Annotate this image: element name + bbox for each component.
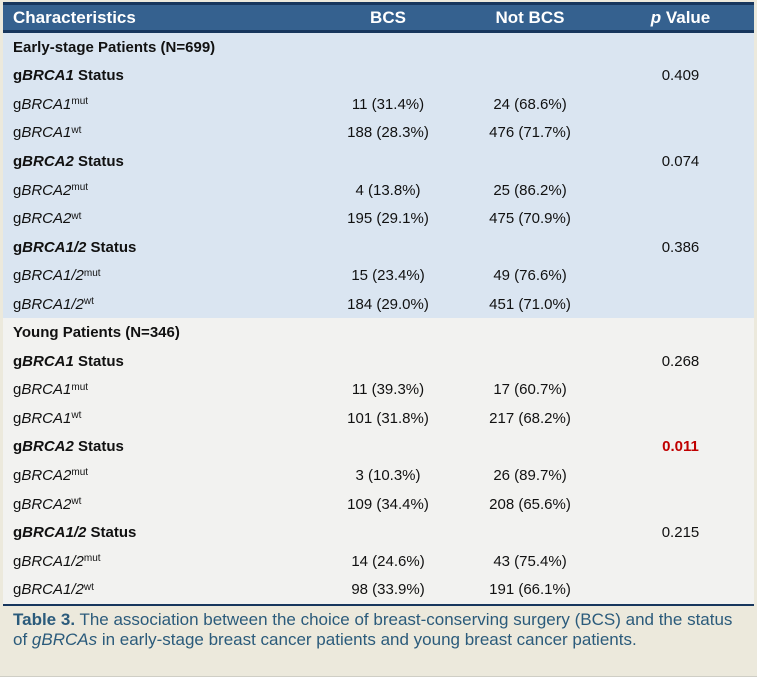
- top-rule: Characteristics BCS Not BCS p Value Earl…: [3, 2, 754, 604]
- section-row: Early-stage Patients (N=699): [3, 33, 754, 62]
- bcs-value: 195 (29.1%): [347, 210, 429, 228]
- status-row: gBRCA1 Status 0.268: [3, 347, 754, 376]
- status-row: gBRCA2 Status 0.074: [3, 147, 754, 176]
- row-label: gBRCA1/2wt: [13, 581, 94, 599]
- data-row: gBRCA2mut 3 (10.3%) 26 (89.7%): [3, 461, 754, 490]
- caption-text-2: in early-stage breast cancer patients an…: [97, 630, 637, 649]
- p-rest: Value: [661, 7, 711, 27]
- col-header-not-bcs: Not BCS: [495, 7, 565, 27]
- section-row: Young Patients (N=346): [3, 318, 754, 348]
- not-bcs-value: 451 (71.0%): [489, 295, 571, 313]
- status-row: gBRCA1 Status 0.409: [3, 61, 754, 91]
- row-label: gBRCA1 Status: [13, 352, 124, 370]
- bcs-value: 101 (31.8%): [347, 409, 429, 427]
- data-row: gBRCA1wt 188 (28.3%) 476 (71.7%): [3, 118, 754, 148]
- not-bcs-value: 191 (66.1%): [489, 581, 571, 599]
- data-row: gBRCA1/2wt 98 (33.9%) 191 (66.1%): [3, 575, 754, 604]
- row-label: Early-stage Patients (N=699): [13, 38, 216, 56]
- p-value: 0.074: [661, 152, 700, 170]
- row-label: gBRCA2mut: [13, 466, 89, 484]
- p-value: 0.268: [661, 352, 700, 370]
- not-bcs-value: 217 (68.2%): [489, 409, 571, 427]
- not-bcs-value: 475 (70.9%): [489, 210, 571, 228]
- data-row: gBRCA1mut 11 (31.4%) 24 (68.6%): [3, 90, 754, 119]
- row-label: gBRCA1/2mut: [13, 552, 101, 570]
- bcs-value: 3 (10.3%): [355, 466, 421, 484]
- bcs-value: 98 (33.9%): [351, 581, 425, 599]
- bcs-value: 188 (28.3%): [347, 124, 429, 142]
- row-label: gBRCA1wt: [13, 124, 82, 142]
- row-label: gBRCA2wt: [13, 210, 82, 228]
- bcs-value: 11 (39.3%): [351, 381, 425, 399]
- caption-gene-term: gBRCAs: [31, 630, 98, 649]
- not-bcs-value: 24 (68.6%): [493, 95, 567, 113]
- row-label: gBRCA2wt: [13, 495, 82, 513]
- row-label: gBRCA1mut: [13, 95, 89, 113]
- p-value: 0.386: [661, 238, 700, 256]
- row-label: gBRCA1wt: [13, 409, 82, 427]
- col-header-p-value: p Value: [607, 8, 754, 28]
- row-label: Young Patients (N=346): [13, 324, 180, 342]
- not-bcs-value: 208 (65.6%): [489, 495, 571, 513]
- row-label: gBRCA1 Status: [13, 67, 124, 85]
- bcs-value: 14 (24.6%): [351, 552, 425, 570]
- table-caption: Table 3. The association between the cho…: [3, 604, 754, 672]
- caption-text-1: The association between the choice of br…: [13, 610, 733, 649]
- not-bcs-value: 17 (60.7%): [493, 381, 567, 399]
- row-label: gBRCA1/2mut: [13, 267, 101, 285]
- row-label: gBRCA1/2wt: [13, 295, 94, 313]
- not-bcs-value: 49 (76.6%): [493, 267, 567, 285]
- bcs-value: 11 (31.4%): [351, 95, 425, 113]
- status-row: gBRCA1/2 Status 0.386: [3, 232, 754, 262]
- bcs-value: 109 (34.4%): [347, 495, 429, 513]
- caption-label: Table 3.: [13, 610, 76, 629]
- row-label: gBRCA1/2 Status: [13, 524, 137, 542]
- table-body: Early-stage Patients (N=699) gBRCA1 Statu…: [3, 33, 754, 604]
- row-label: gBRCA2 Status: [13, 438, 124, 456]
- data-row: gBRCA1mut 11 (39.3%) 17 (60.7%): [3, 375, 754, 405]
- bcs-value: 184 (29.0%): [347, 295, 429, 313]
- data-row: gBRCA1/2wt 184 (29.0%) 451 (71.0%): [3, 289, 754, 319]
- row-label: gBRCA1/2 Status: [13, 238, 137, 256]
- row-label: gBRCA2mut: [13, 181, 89, 199]
- not-bcs-value: 43 (75.4%): [493, 552, 567, 570]
- bcs-value: 15 (23.4%): [351, 267, 425, 285]
- data-row: gBRCA2wt 109 (34.4%) 208 (65.6%): [3, 489, 754, 519]
- row-label: gBRCA1mut: [13, 381, 89, 399]
- p-italic: p: [650, 7, 662, 27]
- data-row: gBRCA1/2mut 14 (24.6%) 43 (75.4%): [3, 546, 754, 576]
- col-header-bcs: BCS: [370, 7, 406, 27]
- not-bcs-value: 476 (71.7%): [489, 124, 571, 142]
- data-row: gBRCA1wt 101 (31.8%) 217 (68.2%): [3, 404, 754, 433]
- data-row: gBRCA1/2mut 15 (23.4%) 49 (76.6%): [3, 261, 754, 290]
- bcs-value: 4 (13.8%): [355, 181, 421, 199]
- col-header-characteristics: Characteristics: [13, 7, 136, 27]
- status-row: gBRCA1/2 Status 0.215: [3, 518, 754, 547]
- not-bcs-value: 25 (86.2%): [493, 181, 567, 199]
- table-header-row: Characteristics BCS Not BCS p Value: [3, 5, 754, 33]
- row-label: gBRCA2 Status: [13, 152, 124, 170]
- data-row: gBRCA2wt 195 (29.1%) 475 (70.9%): [3, 204, 754, 233]
- data-row: gBRCA2mut 4 (13.8%) 25 (86.2%): [3, 175, 754, 205]
- p-value: 0.011: [662, 438, 699, 456]
- p-value: 0.409: [661, 67, 700, 85]
- status-row: gBRCA2 Status 0.011: [3, 432, 754, 462]
- p-value: 0.215: [661, 524, 700, 542]
- not-bcs-value: 26 (89.7%): [493, 466, 567, 484]
